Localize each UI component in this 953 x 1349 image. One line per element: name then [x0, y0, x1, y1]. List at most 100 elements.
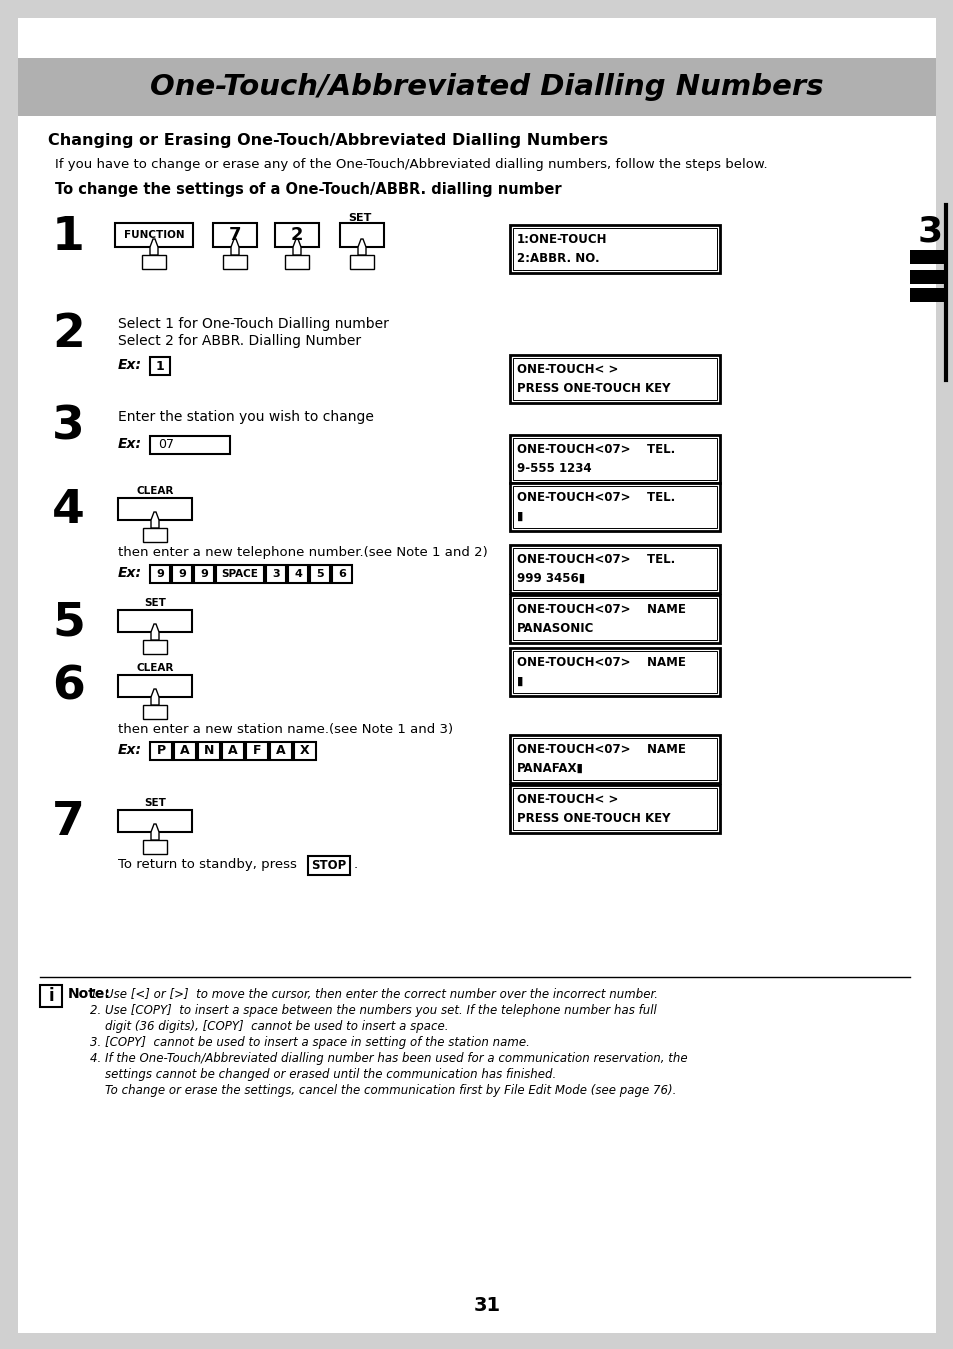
FancyBboxPatch shape: [143, 639, 167, 654]
Text: 3: 3: [52, 405, 85, 451]
Text: settings cannot be changed or erased until the communication has finished.: settings cannot be changed or erased unt…: [90, 1068, 556, 1081]
FancyBboxPatch shape: [513, 598, 717, 639]
FancyBboxPatch shape: [193, 565, 213, 583]
Text: ONE-TOUCH< >: ONE-TOUCH< >: [517, 793, 618, 805]
FancyBboxPatch shape: [150, 565, 170, 583]
Text: Ex:: Ex:: [118, 437, 142, 451]
Text: FUNCTION: FUNCTION: [124, 229, 184, 240]
FancyBboxPatch shape: [310, 565, 330, 583]
Polygon shape: [357, 239, 366, 255]
Text: 9: 9: [178, 569, 186, 579]
Text: 9: 9: [156, 569, 164, 579]
Text: 2:ABBR. NO.: 2:ABBR. NO.: [517, 252, 599, 264]
Polygon shape: [151, 625, 159, 639]
Text: 4. If the One-Touch/Abbreviated dialling number has been used for a communicatio: 4. If the One-Touch/Abbreviated dialling…: [90, 1052, 687, 1064]
Text: then enter a new station name.(see Note 1 and 3): then enter a new station name.(see Note …: [118, 723, 453, 737]
Text: ▮: ▮: [517, 674, 523, 688]
FancyBboxPatch shape: [215, 565, 264, 583]
FancyBboxPatch shape: [513, 548, 717, 590]
FancyBboxPatch shape: [150, 436, 230, 455]
Text: 2: 2: [52, 312, 85, 357]
Polygon shape: [293, 239, 301, 255]
Text: To return to standby, press: To return to standby, press: [118, 858, 301, 871]
Text: X: X: [300, 745, 310, 758]
FancyBboxPatch shape: [350, 255, 374, 268]
Text: A: A: [180, 745, 190, 758]
Text: PANASONIC: PANASONIC: [517, 622, 594, 635]
FancyBboxPatch shape: [150, 742, 172, 759]
Text: If you have to change or erase any of the One-Touch/Abbreviated dialling numbers: If you have to change or erase any of th…: [55, 158, 767, 171]
Text: Ex:: Ex:: [118, 567, 142, 580]
FancyBboxPatch shape: [513, 788, 717, 830]
FancyBboxPatch shape: [510, 648, 720, 696]
Text: 999 3456▮: 999 3456▮: [517, 572, 584, 585]
Text: 1: 1: [155, 359, 164, 372]
FancyBboxPatch shape: [143, 840, 167, 854]
Text: Select 1 for One-Touch Dialling number: Select 1 for One-Touch Dialling number: [118, 317, 389, 331]
Text: 2. Use [COPY]  to insert a space between the numbers you set. If the telephone n: 2. Use [COPY] to insert a space between …: [90, 1004, 656, 1017]
FancyBboxPatch shape: [274, 223, 318, 247]
FancyBboxPatch shape: [513, 357, 717, 401]
FancyBboxPatch shape: [288, 565, 308, 583]
FancyBboxPatch shape: [118, 809, 192, 832]
FancyBboxPatch shape: [143, 527, 167, 542]
FancyBboxPatch shape: [118, 610, 192, 631]
FancyBboxPatch shape: [510, 225, 720, 272]
Text: 1: 1: [52, 214, 85, 260]
Text: 3: 3: [272, 569, 279, 579]
Text: PANAFAX▮: PANAFAX▮: [517, 762, 583, 774]
Text: PRESS ONE-TOUCH KEY: PRESS ONE-TOUCH KEY: [517, 812, 670, 826]
Text: One-Touch/Abbreviated Dialling Numbers: One-Touch/Abbreviated Dialling Numbers: [150, 73, 823, 101]
Text: CLEAR: CLEAR: [136, 486, 173, 496]
FancyBboxPatch shape: [510, 434, 720, 483]
FancyBboxPatch shape: [223, 255, 247, 268]
Text: F: F: [253, 745, 261, 758]
Text: Changing or Erasing One-Touch/Abbreviated Dialling Numbers: Changing or Erasing One-Touch/Abbreviate…: [48, 134, 607, 148]
Text: Ex:: Ex:: [118, 743, 142, 757]
Text: A: A: [276, 745, 286, 758]
FancyBboxPatch shape: [510, 735, 720, 782]
Text: 6: 6: [52, 665, 85, 710]
FancyBboxPatch shape: [118, 674, 192, 697]
Text: SET: SET: [144, 799, 166, 808]
Text: 3. [COPY]  cannot be used to insert a space in setting of the station name.: 3. [COPY] cannot be used to insert a spa…: [90, 1036, 529, 1050]
Text: ONE-TOUCH< >: ONE-TOUCH< >: [517, 363, 618, 376]
Text: To change the settings of a One-Touch/ABBR. dialling number: To change the settings of a One-Touch/AB…: [55, 182, 561, 197]
FancyBboxPatch shape: [510, 355, 720, 403]
FancyBboxPatch shape: [510, 785, 720, 832]
Text: To change or erase the settings, cancel the communication first by File Edit Mod: To change or erase the settings, cancel …: [90, 1085, 676, 1097]
FancyBboxPatch shape: [308, 857, 350, 876]
FancyBboxPatch shape: [339, 223, 384, 247]
Text: 1:ONE-TOUCH: 1:ONE-TOUCH: [517, 233, 607, 246]
FancyBboxPatch shape: [213, 223, 256, 247]
Polygon shape: [231, 239, 239, 255]
Text: Note:: Note:: [68, 987, 111, 1001]
FancyBboxPatch shape: [143, 706, 167, 719]
Text: 4: 4: [52, 488, 85, 533]
FancyBboxPatch shape: [513, 228, 717, 270]
FancyBboxPatch shape: [150, 357, 170, 375]
Text: P: P: [156, 745, 166, 758]
Text: ONE-TOUCH<07>    NAME: ONE-TOUCH<07> NAME: [517, 743, 685, 755]
Text: Enter the station you wish to change: Enter the station you wish to change: [118, 410, 374, 424]
FancyBboxPatch shape: [510, 483, 720, 532]
Text: .: .: [354, 858, 357, 871]
FancyBboxPatch shape: [332, 565, 352, 583]
FancyBboxPatch shape: [115, 223, 193, 247]
Text: 5: 5: [52, 600, 85, 645]
FancyBboxPatch shape: [172, 565, 192, 583]
Text: digit (36 digits), [COPY]  cannot be used to insert a space.: digit (36 digits), [COPY] cannot be used…: [90, 1020, 448, 1033]
FancyBboxPatch shape: [18, 18, 935, 1333]
Text: CLEAR: CLEAR: [136, 662, 173, 673]
Text: Select 2 for ABBR. Dialling Number: Select 2 for ABBR. Dialling Number: [118, 335, 361, 348]
Text: SPACE: SPACE: [221, 569, 258, 579]
FancyBboxPatch shape: [513, 438, 717, 480]
FancyBboxPatch shape: [266, 565, 286, 583]
FancyBboxPatch shape: [513, 738, 717, 780]
Text: 5: 5: [315, 569, 323, 579]
Text: SET: SET: [144, 598, 166, 608]
Text: N: N: [204, 745, 214, 758]
Text: 2: 2: [291, 227, 303, 244]
FancyBboxPatch shape: [18, 58, 935, 116]
FancyBboxPatch shape: [173, 742, 195, 759]
